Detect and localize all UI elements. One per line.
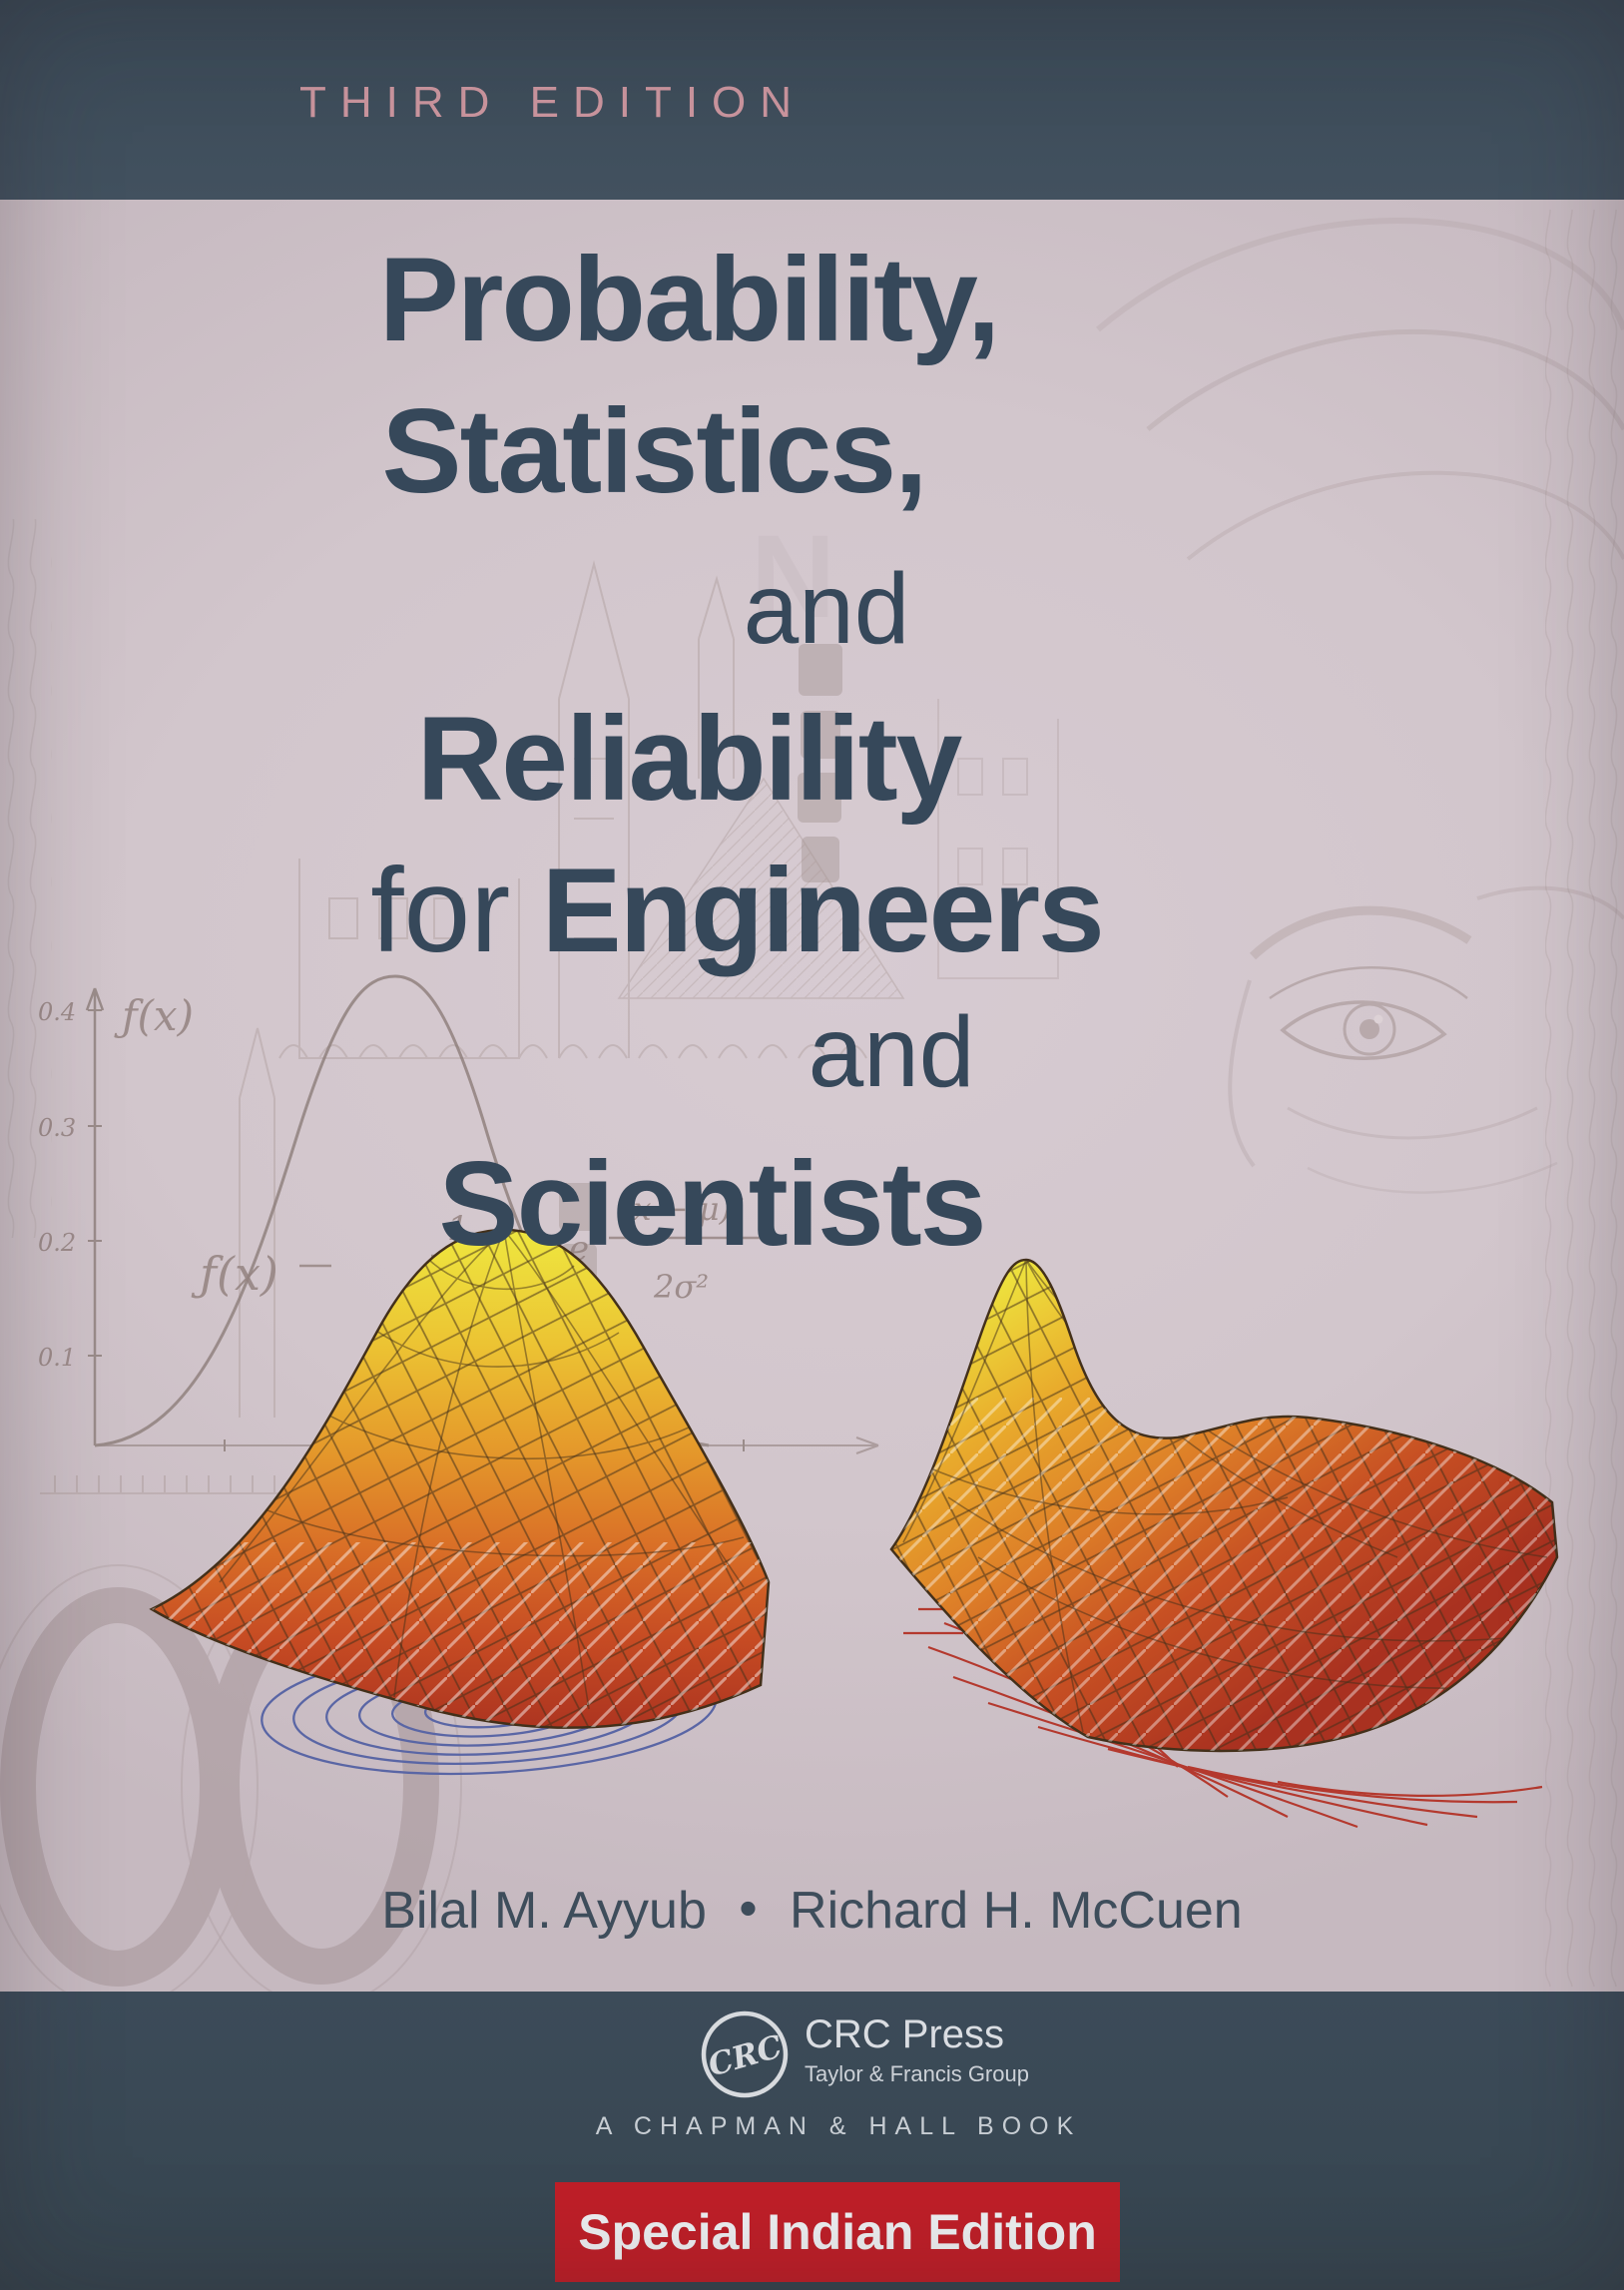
forehead-arc — [1146, 328, 1624, 431]
eye-outline — [1280, 1000, 1447, 1060]
left-edge-guilloche — [0, 519, 52, 1238]
fx-label-mid: ƒ(x) — [191, 1247, 278, 1301]
publisher-block: CRC Press Taylor & Francis Group — [805, 2012, 1029, 2087]
formula-denominator: 2σ² — [653, 1268, 709, 1306]
crc-monogram: CRC — [704, 2028, 786, 2083]
authors-line: Bilal M. Ayyub • Richard H. McCuen — [0, 1880, 1624, 1941]
y-tick-01: 0.1 — [38, 1344, 76, 1372]
crc-press-logo-icon: CRC — [701, 2010, 789, 2098]
edition-banner: THIRD EDITION — [298, 78, 807, 127]
y-tick-02: 0.2 — [38, 1229, 76, 1257]
right-3d-surface — [889, 1258, 1559, 1753]
watermark-letter: N — [751, 511, 835, 643]
eyebrow — [1249, 905, 1472, 960]
y-tick-03: 0.3 — [38, 1114, 76, 1142]
author-2: Richard H. McCuen — [790, 1882, 1243, 1940]
title-line-4: Reliability — [416, 692, 963, 826]
banknote-engraving-layer — [0, 210, 1624, 1987]
author-1: Bilal M. Ayyub — [381, 1882, 707, 1940]
iris — [1343, 1002, 1396, 1056]
face-engraving — [1096, 217, 1624, 1194]
eyelid-crease — [1269, 966, 1468, 1000]
pupil — [1359, 1019, 1379, 1039]
special-edition-banner: Special Indian Edition — [555, 2182, 1120, 2282]
special-edition-text: Special Indian Edition — [578, 2204, 1097, 2260]
title-line-5-prefix: for — [370, 844, 511, 977]
forehead-arc — [1186, 470, 1624, 561]
publisher-name: CRC Press — [805, 2012, 1005, 2056]
publisher-group: Taylor & Francis Group — [805, 2061, 1029, 2086]
eye-highlight — [1373, 1014, 1383, 1024]
title-line-1: Probability, — [378, 233, 1001, 366]
title-line-3: and — [743, 553, 910, 665]
title-line-7: Scientists — [438, 1137, 987, 1271]
nose-line — [1228, 979, 1256, 1168]
title-line-2: Statistics, — [381, 384, 928, 518]
title-line-6: and — [808, 996, 975, 1108]
building-etchings — [239, 560, 1059, 1418]
y-tick-04: 0.4 — [38, 998, 76, 1026]
y-axis — [85, 987, 105, 1445]
author-separator-dot: • — [739, 1880, 758, 1938]
title-line-5: for Engineers — [38, 851, 1435, 970]
fx-label-top: ƒ(x) — [114, 991, 194, 1040]
title-line-5-word: Engineers — [541, 844, 1105, 977]
cheek-arc — [1287, 1106, 1538, 1140]
formula-numerator: (x − μ)² — [621, 1190, 745, 1228]
imprint-line: A CHAPMAN & HALL BOOK — [595, 2112, 1082, 2140]
brow-shade — [1476, 885, 1624, 920]
cheek-arc — [1307, 1161, 1558, 1194]
right-edge-guilloche — [1545, 210, 1624, 1987]
hair-arc — [1096, 217, 1624, 332]
top-band: THIRD EDITION — [0, 0, 1624, 200]
